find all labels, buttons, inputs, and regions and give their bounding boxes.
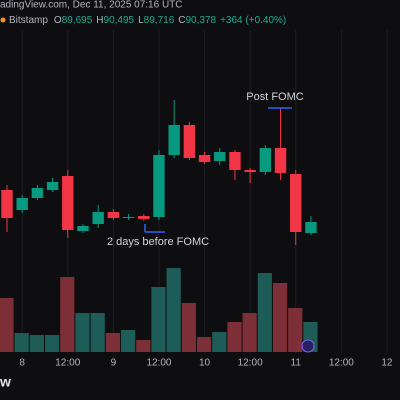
x-tick-label: 12:00: [55, 358, 80, 369]
volume-bar: [227, 322, 242, 352]
volume-bar: [181, 303, 196, 352]
volume-bar: [44, 335, 60, 352]
exchange-icon: [0, 17, 6, 23]
candle-body: [183, 125, 196, 158]
o-value: 89,695: [62, 15, 93, 26]
volume-bar: [196, 337, 212, 352]
h-value: 90,495: [104, 15, 135, 26]
volume-bar: [272, 283, 288, 352]
volume-bar: [105, 333, 120, 352]
exchange: Bitstamp: [9, 15, 48, 26]
l-value: 89,716: [144, 15, 175, 26]
candle-body: [274, 148, 287, 173]
candle-body: [168, 125, 180, 155]
logo: w: [0, 374, 11, 390]
volume-bar: [288, 308, 303, 352]
header-line: Bitstamp O89,695 H90,495 L89,716 C90,378 +364…: [9, 15, 286, 26]
volume-bar: [166, 268, 181, 352]
candle-body: [229, 152, 241, 170]
x-tick-label: 8: [19, 358, 25, 369]
volume-bar: [29, 335, 44, 352]
candle-body: [62, 176, 74, 230]
candle-body: [305, 222, 317, 233]
volume-bar: [0, 298, 14, 352]
annotation: 2 days before FOMC: [107, 236, 209, 248]
candle-body: [138, 216, 150, 219]
c-label: C: [178, 15, 185, 26]
annotation: Post FOMC: [246, 91, 304, 103]
candle-body: [92, 212, 104, 224]
change: +364 (+0.40%): [220, 15, 286, 26]
volume-bar: [136, 340, 151, 352]
x-tick-label: 12:00: [329, 358, 354, 369]
candle-body: [259, 148, 272, 172]
candle-body: [153, 155, 165, 217]
volume-bar: [120, 330, 136, 352]
candle-body: [46, 182, 59, 190]
candle-body: [107, 212, 120, 218]
x-tick-label: 12:00: [238, 358, 263, 369]
replay-icon[interactable]: [301, 339, 315, 353]
candle-body: [244, 170, 256, 172]
candle-body: [77, 226, 89, 231]
volume-bar: [14, 333, 29, 352]
volume-bar: [242, 313, 257, 352]
c-value: 90,378: [186, 15, 217, 26]
l-label: L: [138, 15, 144, 26]
candle-body: [198, 155, 211, 162]
volume-bar: [257, 273, 272, 352]
volume-bar: [151, 287, 166, 352]
volume-bar: [60, 277, 75, 352]
grid: [21, 30, 388, 354]
x-tick-label: 12:00: [146, 358, 171, 369]
volume-bar: [90, 313, 105, 352]
source: adingView.com, Dec 11, 2025 07:16 UTC: [0, 0, 183, 11]
candle-body: [122, 217, 135, 218]
candle-body: [31, 188, 44, 198]
volume-bar: [212, 332, 227, 352]
x-tick-label: 9: [111, 358, 117, 369]
x-tick-label: 10: [199, 358, 211, 369]
candle-body: [290, 174, 302, 232]
candle-body: [214, 152, 226, 161]
x-tick-label: 11: [291, 358, 302, 369]
candle-body: [1, 190, 13, 218]
o-label: O: [54, 15, 62, 26]
volume-bar: [75, 313, 90, 352]
h-label: H: [96, 15, 103, 26]
candle-body: [16, 198, 28, 210]
x-tick-label: 12: [381, 358, 393, 369]
